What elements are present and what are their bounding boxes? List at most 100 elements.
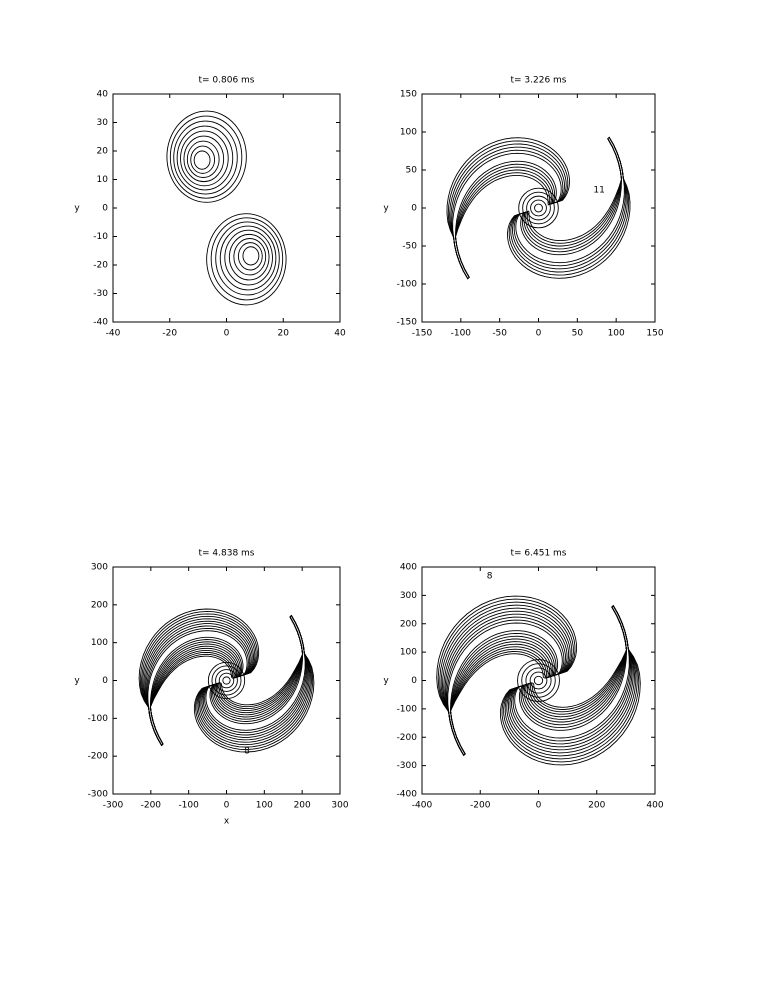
x-tick-label: -20	[162, 329, 177, 339]
x-tick-label: 150	[646, 329, 663, 339]
x-tick-label: -100	[178, 801, 199, 811]
y-tick-label: 40	[97, 90, 109, 100]
panel: t= 0.806 ms y -40 -20 0 20 40 -40 -30 -20 -10 0 10 20…	[74, 76, 346, 339]
contour	[218, 672, 235, 689]
contour	[222, 676, 231, 685]
contour	[237, 242, 263, 271]
axes-frame	[421, 566, 656, 795]
contour	[173, 120, 238, 195]
x-tick-label: -100	[451, 329, 472, 339]
contour	[521, 663, 556, 698]
contour	[534, 203, 543, 213]
y-tick-label: 300	[91, 563, 108, 573]
y-tick-label: -10	[93, 232, 108, 242]
chart-title: t= 0.806 ms	[198, 76, 254, 86]
y-tick-label: -200	[397, 733, 418, 743]
y-tick-label: -100	[397, 280, 418, 290]
y-axis-label: y	[383, 204, 389, 214]
y-tick-label: -200	[88, 752, 109, 762]
x-tick-label: 0	[224, 329, 230, 339]
panel: t= 6.451 ms y -400 -200 0 200 400 -400 -300 -200 -…	[383, 549, 664, 811]
y-tick-label: 30	[97, 118, 109, 128]
contour	[529, 671, 548, 690]
contour-label: 8	[244, 746, 250, 756]
x-tick-label: 100	[608, 329, 625, 339]
x-tick-label: 100	[256, 801, 273, 811]
y-tick-label: -300	[88, 790, 109, 800]
axes-frame	[421, 93, 656, 323]
panel: t= 3.226 ms y -150 -100 -50 0 50 100 150 -150 -100…	[383, 76, 664, 339]
x-tick-label: 0	[536, 801, 542, 811]
y-axis-label: y	[74, 204, 80, 214]
y-tick-label: 300	[400, 591, 417, 601]
contour	[228, 233, 270, 281]
x-tick-label: 40	[334, 329, 346, 339]
contour	[206, 213, 287, 306]
x-tick-label: 0	[224, 801, 230, 811]
chart-title: t= 3.226 ms	[510, 76, 566, 86]
contour	[451, 149, 564, 280]
y-tick-label: 20	[97, 147, 109, 157]
y-tick-label: 0	[102, 676, 108, 686]
y-tick-label: 150	[400, 90, 417, 100]
y-tick-label: -400	[397, 790, 418, 800]
contour	[219, 225, 277, 291]
contour	[514, 604, 630, 739]
contour	[215, 221, 280, 296]
contour	[526, 195, 551, 221]
y-tick-label: -150	[397, 318, 418, 328]
x-tick-label: 50	[572, 329, 584, 339]
y-tick-label: 100	[91, 638, 108, 648]
contour	[147, 630, 248, 747]
contour	[533, 675, 544, 686]
contour	[166, 110, 247, 203]
contour	[513, 136, 626, 267]
x-tick-label: -150	[412, 329, 433, 339]
y-tick-label: 200	[400, 619, 417, 629]
contour	[450, 146, 565, 280]
x-axis-label: x	[224, 817, 230, 827]
contour	[518, 187, 559, 229]
y-tick-label: -20	[93, 261, 108, 271]
contour	[512, 136, 627, 270]
y-tick-label: -100	[397, 704, 418, 714]
contour	[522, 191, 555, 225]
x-tick-label: 200	[294, 801, 311, 811]
y-tick-label: -30	[93, 289, 108, 299]
contour	[224, 229, 273, 286]
y-tick-label: -100	[88, 714, 109, 724]
contour	[233, 238, 267, 276]
contour	[190, 145, 216, 174]
axes-frame	[112, 93, 341, 323]
contour	[525, 667, 552, 694]
x-tick-label: 200	[588, 801, 605, 811]
contour	[242, 246, 260, 266]
x-tick-label: -50	[492, 329, 507, 339]
y-tick-label: 50	[406, 166, 418, 176]
x-tick-label: -40	[106, 329, 121, 339]
y-tick-label: 0	[411, 204, 417, 214]
contour	[202, 614, 308, 736]
chart-title: t= 4.838 ms	[198, 549, 254, 559]
x-tick-label: 300	[331, 801, 348, 811]
y-tick-label: 100	[400, 128, 417, 138]
y-tick-label: 0	[411, 676, 417, 686]
contour	[215, 669, 238, 692]
y-tick-label: 10	[97, 175, 109, 185]
y-tick-label: -40	[93, 318, 108, 328]
contour	[205, 614, 306, 731]
contour	[530, 199, 547, 217]
y-axis-label: y	[74, 676, 80, 686]
contour	[183, 135, 225, 183]
contour	[447, 622, 563, 757]
panel: t= 4.838 ms y x -300 -200 -100 0 100 200 300 -300 -…	[74, 549, 349, 827]
contour-label: 8	[487, 572, 493, 582]
x-tick-label: -300	[103, 801, 124, 811]
y-tick-label: 0	[102, 204, 108, 214]
x-tick-label: 0	[536, 329, 542, 339]
x-tick-label: -200	[141, 801, 162, 811]
contour	[211, 665, 242, 696]
chart-title: t= 6.451 ms	[510, 549, 566, 559]
y-tick-label: 200	[91, 600, 108, 610]
